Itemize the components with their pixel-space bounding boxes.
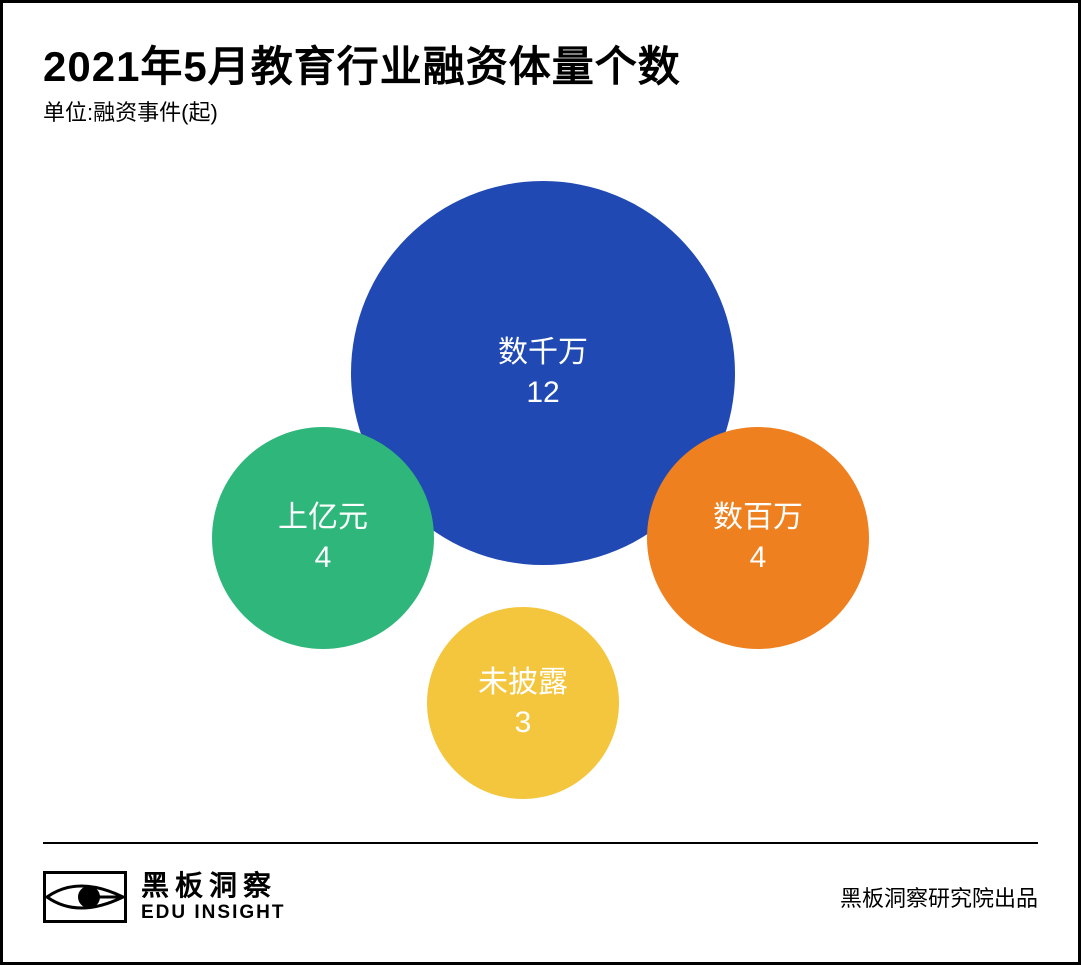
- bubble-3: 未披露3: [427, 607, 619, 799]
- logo-text-en: EDU INSIGHT: [141, 902, 285, 924]
- logo-block: 黑板洞察 EDU INSIGHT: [43, 870, 285, 924]
- bubble-chart-area: 数千万12上亿元4数百万4未披露3: [3, 3, 1078, 962]
- bubble-label: 上亿元: [278, 498, 368, 539]
- footer: 黑板洞察 EDU INSIGHT 黑板洞察研究院出品: [43, 862, 1038, 932]
- bubble-1: 上亿元4: [212, 427, 434, 649]
- bubble-2: 数百万4: [647, 427, 869, 649]
- logo-text-cn: 黑板洞察: [141, 870, 285, 902]
- edu-insight-logo-icon: [43, 871, 127, 923]
- logo-text: 黑板洞察 EDU INSIGHT: [141, 870, 285, 924]
- bubble-label: 数千万: [498, 333, 588, 374]
- bubble-label: 未披露: [478, 663, 568, 704]
- bubble-label: 数百万: [713, 498, 803, 539]
- bubble-value: 12: [526, 373, 559, 414]
- chart-frame: 2021年5月教育行业融资体量个数 单位:融资事件(起) 数千万12上亿元4数百…: [0, 0, 1081, 965]
- attribution-text: 黑板洞察研究院出品: [840, 881, 1038, 913]
- bubble-value: 4: [315, 538, 332, 579]
- footer-divider: [43, 842, 1038, 844]
- bubble-value: 4: [750, 538, 767, 579]
- bubble-value: 3: [515, 703, 532, 744]
